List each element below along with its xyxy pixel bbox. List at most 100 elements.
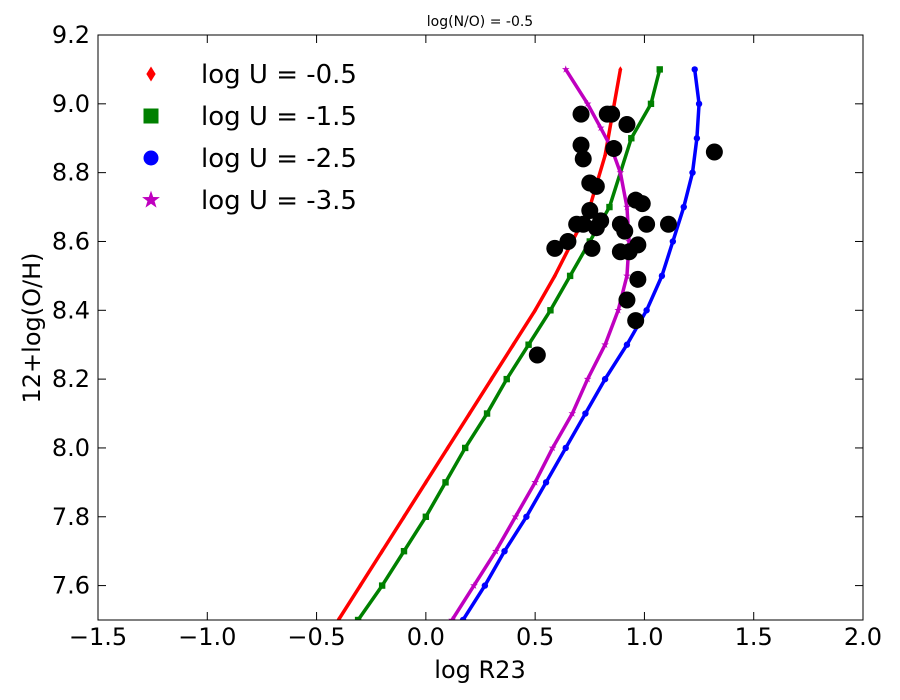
- data-point: [581, 202, 599, 219]
- legend-marker: [143, 150, 159, 166]
- series-point: [623, 271, 631, 280]
- series-point: [695, 100, 703, 108]
- data-point: [627, 312, 645, 330]
- legend-entry: log U = -3.5: [142, 186, 357, 216]
- series-point: [511, 512, 520, 520]
- x-tick-label: 1.0: [625, 623, 663, 651]
- series-point: [691, 66, 698, 73]
- y-tick-label: 7.6: [52, 572, 90, 600]
- series-point: [552, 272, 557, 280]
- series-point: [442, 479, 449, 486]
- series-point: [523, 513, 530, 520]
- series-line: [450, 68, 631, 620]
- data-point: [572, 105, 590, 123]
- series-point: [625, 237, 633, 245]
- chart-title: log(N/O) = -0.5: [427, 14, 533, 30]
- series-point: [582, 410, 589, 417]
- series-point: [358, 582, 363, 589]
- data-point: [638, 215, 656, 233]
- series-point: [467, 410, 472, 417]
- data-point: [618, 291, 636, 309]
- y-tick-label: 9.2: [52, 21, 90, 49]
- series-point: [561, 65, 570, 73]
- legend-label: log U = -2.5: [201, 144, 357, 174]
- series-point: [562, 444, 569, 452]
- series-point: [658, 272, 666, 280]
- legend-label: log U = -3.5: [201, 186, 357, 216]
- series-point: [693, 135, 701, 142]
- data-point: [574, 150, 592, 168]
- legend-label: log U = -0.5: [201, 60, 357, 90]
- legend-marker: [143, 108, 159, 124]
- y-tick-label: 9.0: [52, 90, 90, 118]
- series-point: [354, 616, 362, 620]
- series-3: [459, 66, 703, 620]
- series-point: [583, 375, 592, 383]
- data-point: [587, 219, 605, 237]
- x-tick-label: −1.0: [178, 623, 236, 651]
- y-tick-label: 8.8: [52, 159, 90, 187]
- legend-label: log U = -1.5: [201, 102, 357, 132]
- y-tick-label: 8.4: [52, 296, 90, 324]
- data-point: [629, 270, 647, 288]
- series-point: [445, 444, 450, 452]
- data-point: [618, 115, 636, 133]
- series-point: [402, 513, 406, 520]
- y-tick-label: 8.6: [52, 227, 90, 255]
- legend-marker: [146, 66, 156, 82]
- series-point: [481, 582, 489, 589]
- legend-entry: log U = -2.5: [143, 144, 357, 174]
- x-tick-labels: −1.5 −1.0 −0.5 0.0 0.5 1.0 1.5 2.0: [69, 623, 882, 651]
- series-point: [606, 203, 613, 211]
- legend: log U = -0.5 log U = -1.5 log U = -2.5 log …: [142, 60, 357, 216]
- series-point: [422, 513, 430, 520]
- x-tick-label: 0.5: [516, 623, 554, 651]
- series-point: [643, 307, 650, 314]
- series-point: [378, 582, 386, 589]
- series-point: [583, 99, 592, 108]
- axis-ticks: [97, 34, 864, 620]
- plot-frame: [97, 34, 864, 621]
- data-point: [546, 239, 564, 257]
- series-point: [531, 478, 539, 486]
- series-point: [614, 306, 622, 314]
- x-tick-label: 1.5: [735, 623, 773, 651]
- series-point: [603, 152, 608, 159]
- series-point: [566, 272, 574, 280]
- series-point: [470, 581, 478, 589]
- series-point: [511, 341, 516, 348]
- series-point: [542, 479, 550, 486]
- series-point: [503, 375, 510, 383]
- series-point: [462, 444, 469, 452]
- data-point: [574, 215, 592, 233]
- series-point: [547, 307, 554, 314]
- y-tick-label: 8.2: [52, 365, 90, 393]
- x-axis-label: log R23: [434, 656, 525, 684]
- series-point: [647, 100, 655, 108]
- legend-marker: [142, 190, 160, 208]
- observation-points: [528, 105, 723, 364]
- series-point: [400, 547, 408, 555]
- series-point: [669, 238, 677, 245]
- series-point: [489, 375, 494, 383]
- series-point: [448, 616, 456, 620]
- data-point: [620, 243, 638, 261]
- series-point: [616, 168, 625, 176]
- data-point: [528, 346, 546, 364]
- data-point: [633, 195, 651, 213]
- series-point: [492, 547, 500, 555]
- series-point: [336, 616, 341, 620]
- legend-entry: log U = -1.5: [143, 102, 357, 132]
- series-point: [423, 479, 428, 486]
- data-point: [598, 105, 616, 123]
- series-point: [525, 341, 532, 348]
- data-point: [587, 177, 605, 195]
- series-point: [601, 340, 609, 348]
- data-point: [559, 232, 577, 250]
- series-point: [568, 409, 577, 417]
- series-point: [618, 66, 623, 73]
- x-tick-label: −1.5: [69, 623, 127, 651]
- data-point: [705, 143, 723, 161]
- y-tick-label: 7.8: [52, 503, 90, 531]
